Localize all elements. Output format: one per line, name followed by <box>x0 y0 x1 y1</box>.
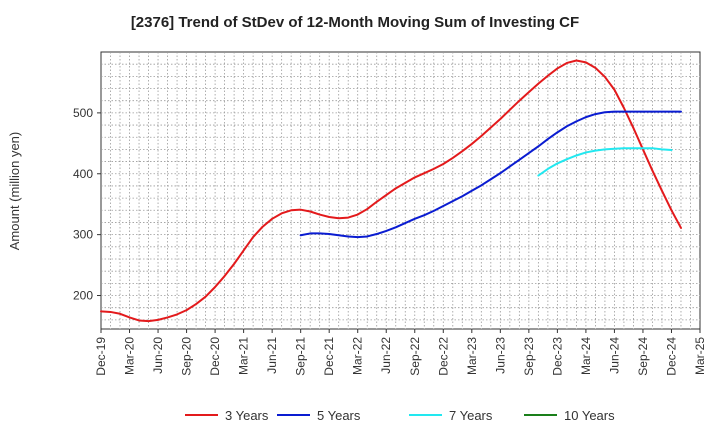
x-tick-label: Dec-19 <box>94 337 108 376</box>
legend: 3 Years 5 Years 7 Years 10 Years <box>185 408 615 423</box>
series-line-7-years <box>537 147 673 177</box>
x-tick-label: Sep-24 <box>636 337 650 376</box>
x-tick-label: Mar-20 <box>123 337 137 375</box>
series-lines <box>100 59 682 323</box>
x-tick-label: Mar-23 <box>465 337 479 375</box>
y-tick-label: 200 <box>73 289 93 303</box>
grid <box>101 52 700 329</box>
x-tick-label: Dec-24 <box>664 337 678 376</box>
x-tick-label: Sep-20 <box>180 337 194 376</box>
x-tick-label: Jun-20 <box>151 337 165 374</box>
legend-label: 10 Years <box>564 408 615 423</box>
x-tick-label: Mar-25 <box>693 337 707 375</box>
y-axis-label: Amount (million yen) <box>7 132 22 251</box>
plot-area <box>100 51 701 330</box>
legend-label: 5 Years <box>317 408 361 423</box>
x-tick-label: Sep-21 <box>294 337 308 376</box>
x-tick-label: Mar-21 <box>237 337 251 375</box>
legend-label: 3 Years <box>225 408 269 423</box>
y-axis-ticks: 200 300 400 500 <box>73 106 101 303</box>
x-axis-ticks: Dec-19 Mar-20 Jun-20 Sep-20 Dec-20 Mar-21 Jun-… <box>94 329 707 376</box>
x-tick-label: Mar-22 <box>351 337 365 375</box>
x-tick-label: Dec-23 <box>550 337 564 376</box>
x-tick-label: Sep-22 <box>408 337 422 376</box>
x-tick-label: Mar-24 <box>579 337 593 375</box>
x-tick-label: Dec-21 <box>322 337 336 376</box>
x-tick-label: Jun-22 <box>379 337 393 374</box>
x-tick-label: Dec-20 <box>208 337 222 376</box>
y-tick-label: 300 <box>73 228 93 242</box>
legend-label: 7 Years <box>449 408 493 423</box>
y-tick-label: 400 <box>73 167 93 181</box>
series-line-5-years <box>299 110 682 239</box>
y-tick-label: 500 <box>73 106 93 120</box>
x-tick-label: Jun-24 <box>607 337 621 374</box>
x-tick-label: Dec-22 <box>436 337 450 376</box>
x-tick-label: Jun-23 <box>493 337 507 374</box>
x-tick-label: Sep-23 <box>522 337 536 376</box>
x-tick-label: Jun-21 <box>265 337 279 374</box>
series-line-3-years <box>100 59 682 323</box>
chart-title: [2376] Trend of StDev of 12-Month Moving… <box>131 14 579 31</box>
